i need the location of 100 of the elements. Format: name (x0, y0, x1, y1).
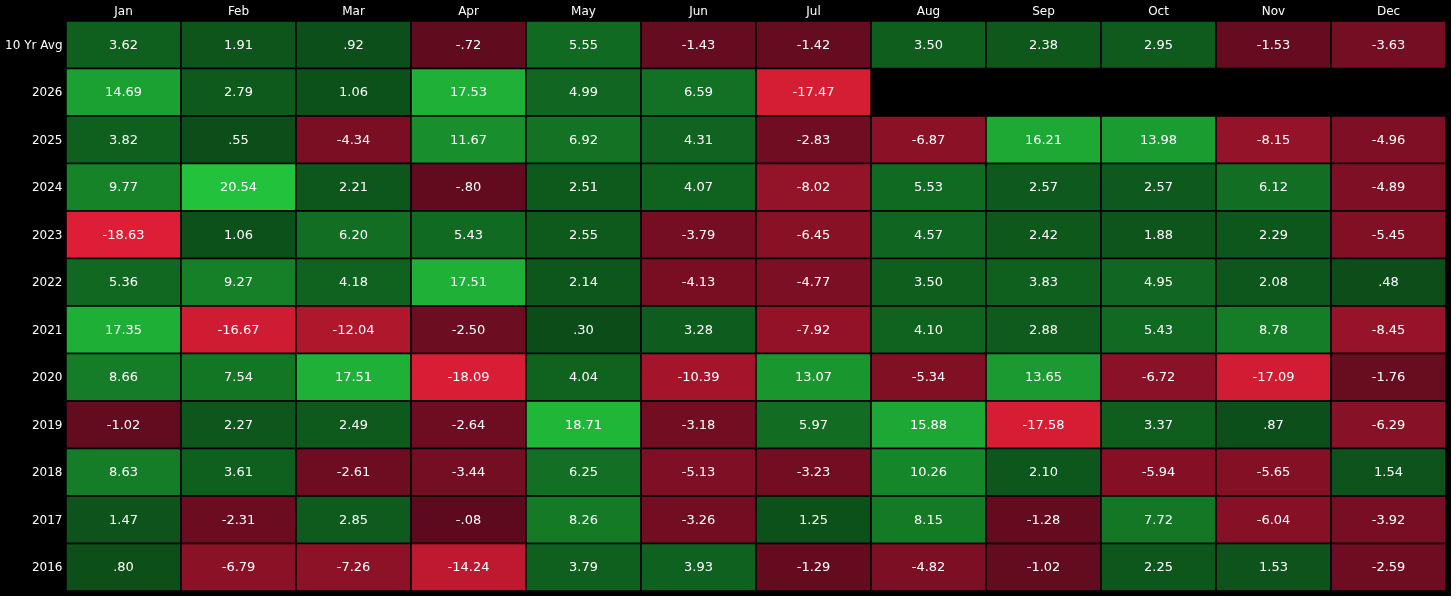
data-label: 1.47 (109, 511, 138, 527)
data-label: -5.45 (1371, 226, 1406, 242)
data-label: 3.82 (109, 131, 138, 147)
data-label: 1.06 (224, 226, 253, 242)
y-tick-label: 2018 (31, 465, 63, 480)
data-label: -.72 (455, 36, 482, 52)
x-tick-label: Jan (113, 3, 133, 18)
x-tick-label: Feb (227, 3, 250, 18)
data-label: -1.42 (796, 36, 831, 52)
data-label: -1.43 (681, 36, 716, 52)
data-label: -1.28 (1026, 511, 1061, 527)
data-label: 2.38 (1029, 36, 1058, 52)
data-label: 1.06 (339, 84, 368, 100)
data-label: 4.07 (684, 179, 713, 195)
data-label: 1.25 (799, 511, 828, 527)
data-label: 4.04 (569, 369, 598, 385)
data-label: 3.61 (224, 464, 253, 480)
data-label: 2.10 (1029, 464, 1058, 480)
data-label: 2.55 (569, 226, 598, 242)
data-label: 13.65 (1024, 369, 1063, 385)
data-label: -4.82 (911, 559, 946, 575)
data-label: 2.49 (339, 416, 368, 432)
data-label: -3.79 (681, 226, 716, 242)
data-label: 2.85 (339, 511, 368, 527)
data-label: 8.66 (109, 369, 138, 385)
data-label: 3.79 (569, 559, 598, 575)
data-label: 4.18 (339, 274, 368, 290)
data-label: -1.29 (796, 559, 831, 575)
y-tick-label: 2023 (31, 227, 63, 242)
data-label: -2.64 (451, 416, 486, 432)
data-label: 16.21 (1024, 131, 1063, 147)
y-tick-label: 2017 (31, 512, 63, 527)
data-label: -16.67 (217, 321, 260, 337)
data-label: -1.76 (1371, 369, 1406, 385)
data-label: 1.54 (1374, 464, 1403, 480)
data-label: -1.02 (1026, 559, 1061, 575)
data-label: 2.29 (1259, 226, 1288, 242)
data-label: 5.36 (109, 274, 138, 290)
y-tick-label: 10 Yr Avg (5, 37, 63, 52)
data-label: .87 (1263, 416, 1284, 432)
data-label: -5.34 (911, 369, 946, 385)
data-label: -2.83 (796, 131, 831, 147)
data-label: -17.47 (792, 84, 835, 100)
data-label: 9.27 (224, 274, 253, 290)
x-tick-label: Jun (688, 3, 708, 18)
data-label: 1.88 (1144, 226, 1173, 242)
data-label: -3.92 (1371, 511, 1406, 527)
data-label: 1.91 (224, 36, 253, 52)
data-label: 6.20 (339, 226, 368, 242)
data-label: -.80 (455, 179, 482, 195)
data-label: -3.26 (681, 511, 716, 527)
data-label: 6.59 (684, 84, 713, 100)
data-label: 17.35 (104, 321, 143, 337)
data-label: 15.88 (909, 416, 948, 432)
data-label: -4.13 (681, 274, 716, 290)
data-label: -6.29 (1371, 416, 1406, 432)
x-tick-label: Jul (805, 3, 821, 18)
data-label: 2.14 (569, 274, 598, 290)
data-label: 6.12 (1259, 179, 1288, 195)
data-label: 3.50 (914, 36, 943, 52)
data-label: -8.15 (1256, 131, 1291, 147)
data-label: 5.97 (799, 416, 828, 432)
data-label: -18.09 (447, 369, 490, 385)
data-label: -17.58 (1022, 416, 1065, 432)
y-tick-label: 2025 (31, 132, 63, 147)
data-label: 4.31 (684, 131, 713, 147)
data-label: 2.21 (339, 179, 368, 195)
data-label: 10.26 (909, 464, 948, 480)
x-tick-label: Oct (1148, 3, 1170, 18)
y-tick-label: 2019 (31, 417, 63, 432)
y-tick-label: 2020 (31, 370, 63, 385)
data-label: 9.77 (109, 179, 138, 195)
y-tick-label: 2016 (31, 560, 63, 575)
data-label: -8.02 (796, 179, 831, 195)
data-label: -1.02 (106, 416, 141, 432)
data-label: 7.54 (224, 369, 253, 385)
data-label: -3.44 (451, 464, 486, 480)
y-tick-label: 2024 (31, 180, 63, 195)
x-tick-label: May (571, 3, 596, 18)
data-label: 7.72 (1144, 511, 1173, 527)
data-label: 4.95 (1144, 274, 1173, 290)
data-label: 2.79 (224, 84, 253, 100)
data-label: 13.98 (1139, 131, 1178, 147)
data-label: -5.13 (681, 464, 716, 480)
y-tick-label: 2021 (31, 322, 63, 337)
data-label: 2.42 (1029, 226, 1058, 242)
data-label: 14.69 (104, 84, 143, 100)
data-label: -3.23 (796, 464, 831, 480)
data-label: 3.28 (684, 321, 713, 337)
data-label: 2.57 (1029, 179, 1058, 195)
data-label: 5.53 (914, 179, 943, 195)
data-label: .92 (343, 36, 364, 52)
data-label: -6.04 (1256, 511, 1291, 527)
y-tick-label: 2026 (31, 85, 63, 100)
data-label: -7.92 (796, 321, 831, 337)
data-label: -5.94 (1141, 464, 1176, 480)
data-label: -7.26 (336, 559, 371, 575)
data-label: 2.25 (1144, 559, 1173, 575)
data-label: .48 (1378, 274, 1399, 290)
data-label: -6.87 (911, 131, 946, 147)
